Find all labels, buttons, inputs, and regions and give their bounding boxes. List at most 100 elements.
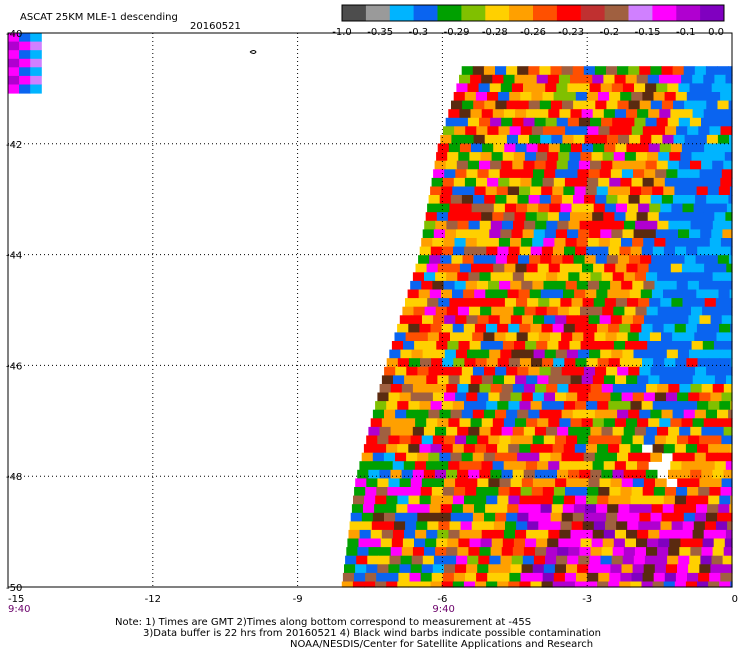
data-cell: [378, 555, 391, 565]
data-cell: [8, 84, 20, 94]
data-cell: [650, 452, 662, 462]
data-cell: [512, 272, 525, 282]
data-cell: [491, 538, 504, 548]
data-cell: [564, 246, 576, 256]
data-cell: [621, 435, 634, 445]
data-cell: [694, 512, 707, 522]
data-cell: [655, 349, 668, 359]
colorbar-swatch: [533, 5, 558, 21]
data-cell: [19, 75, 31, 85]
data-cell: [588, 169, 601, 179]
data-cell: [30, 50, 42, 60]
data-cell: [632, 392, 645, 402]
data-cell: [470, 375, 483, 385]
data-cell: [534, 160, 547, 170]
data-cell: [364, 581, 376, 588]
data-cell: [551, 504, 564, 514]
data-cell: [460, 298, 473, 308]
data-cell: [497, 495, 509, 505]
data-cell: [479, 426, 492, 437]
data-cell: [457, 384, 469, 394]
data-cell: [411, 555, 424, 565]
data-cell: [527, 521, 539, 531]
data-cell: [598, 487, 610, 497]
data-cell: [517, 409, 529, 419]
data-cell: [622, 555, 635, 565]
data-cell: [550, 332, 562, 342]
data-cell: [367, 555, 379, 565]
data-cell: [344, 564, 356, 574]
data-cell: [550, 366, 563, 376]
data-cell: [432, 478, 445, 488]
data-cell: [569, 341, 582, 351]
data-cell: [645, 160, 658, 170]
data-cell: [584, 195, 596, 205]
data-cell: [461, 512, 474, 522]
data-cell: [706, 255, 719, 265]
data-cell: [601, 426, 614, 437]
data-cell: [730, 323, 733, 334]
data-cell: [581, 74, 593, 84]
data-cell: [476, 238, 489, 248]
data-cell: [509, 572, 522, 583]
data-cell: [517, 100, 530, 110]
data-cell: [625, 212, 638, 222]
data-cell: [540, 289, 553, 299]
data-cell: [463, 186, 476, 196]
data-cell: [437, 375, 450, 385]
data-cell: [587, 238, 600, 248]
data-cell: [353, 495, 365, 505]
data-cell: [705, 409, 718, 419]
data-cell: [493, 521, 506, 531]
data-cell: [411, 349, 424, 359]
data-cell: [697, 495, 709, 505]
data-cell: [706, 100, 718, 110]
data-cell: [392, 418, 405, 428]
data-cell: [501, 272, 514, 282]
data-cell: [557, 384, 569, 394]
data-cell: [446, 426, 458, 437]
data-cell: [471, 143, 483, 153]
data-cell: [452, 401, 465, 411]
data-cell: [514, 341, 526, 351]
data-cell: [665, 435, 678, 445]
data-cell: [592, 529, 605, 540]
data-cell: [525, 74, 538, 84]
data-cell: [440, 134, 452, 145]
data-cell: [457, 426, 469, 437]
data-cell: [478, 349, 490, 359]
data-cell: [488, 392, 501, 402]
data-cell: [600, 83, 613, 93]
data-cell: [507, 504, 519, 514]
data-cell: [714, 212, 726, 222]
data-cell: [596, 289, 608, 299]
data-cell: [694, 409, 707, 419]
data-cell: [375, 401, 387, 411]
data-cell: [348, 529, 361, 540]
data-cell: [471, 521, 484, 531]
data-cell: [575, 495, 587, 505]
data-cell: [634, 272, 647, 282]
data-cell: [405, 521, 417, 531]
data-cell: [461, 366, 474, 376]
data-cell: [616, 521, 628, 531]
data-cell: [595, 255, 608, 265]
data-cell: [671, 298, 684, 308]
data-cell: [477, 169, 490, 179]
data-cell: [545, 469, 558, 479]
y-tick-label: -44: [6, 251, 22, 262]
data-cell: [529, 504, 542, 514]
colorbar-label: -0.35: [367, 27, 393, 38]
data-cell: [670, 143, 683, 153]
data-cell: [675, 246, 687, 256]
data-cell: [518, 289, 531, 299]
data-cell: [552, 246, 565, 256]
data-cell: [501, 426, 514, 437]
data-cell: [492, 529, 505, 540]
data-cell: [570, 461, 583, 471]
data-cell: [682, 298, 695, 308]
x-tick-label: -12: [145, 594, 161, 605]
data-cell: [554, 435, 567, 445]
data-cell: [469, 306, 481, 316]
data-cell: [631, 126, 644, 136]
